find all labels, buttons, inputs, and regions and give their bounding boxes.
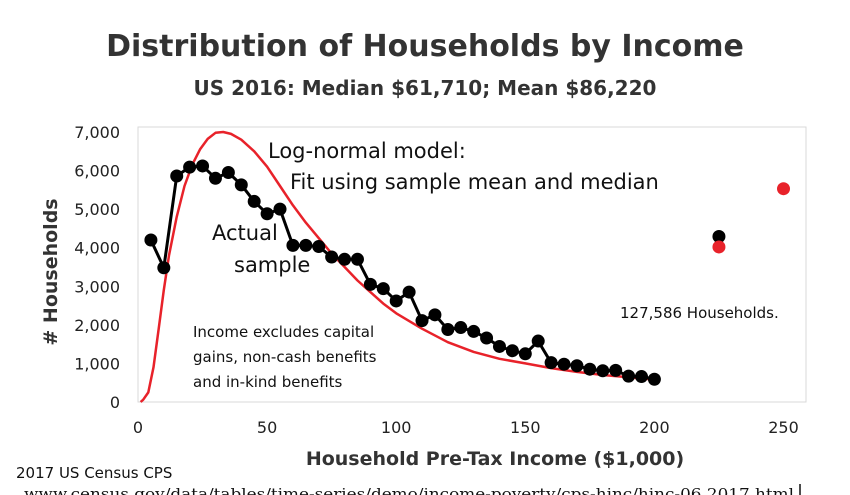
actual-sample-point <box>234 178 248 192</box>
actual-sample-point <box>505 344 519 358</box>
actual-sample-point <box>647 372 661 386</box>
lognormal-model-point <box>712 240 726 254</box>
actual-sample-point <box>338 252 352 266</box>
actual-sample-point <box>312 240 326 254</box>
note-line2: gains, non-cash benefits <box>193 348 377 366</box>
lognormal-model-line <box>139 130 655 403</box>
y-axis-ticks: 0 1,000 2,000 3,000 4,000 5,000 6,000 7,000 <box>74 123 120 412</box>
actual-sample-point <box>196 159 210 173</box>
actual-sample-point <box>299 238 313 252</box>
y-tick-label: 3,000 <box>74 277 120 296</box>
x-tick-label: 150 <box>510 418 541 437</box>
series-layer <box>139 130 790 403</box>
y-tick-label: 0 <box>110 393 120 412</box>
actual-sample-point <box>428 308 442 322</box>
chart-subtitle: US 2016: Median $61,710; Mean $86,220 <box>194 76 657 100</box>
x-tick-label: 0 <box>133 418 143 437</box>
actual-sample-point <box>596 364 610 378</box>
y-tick-label: 4,000 <box>74 239 120 258</box>
actual-sample-point <box>286 238 300 252</box>
source-text: 2017 US Census CPS <box>16 464 172 482</box>
x-tick-label: 50 <box>257 418 277 437</box>
x-axis-ticks: 0 50 100 150 200 250 <box>133 418 799 437</box>
actual-sample-point <box>389 294 403 308</box>
x-tick-label: 250 <box>768 418 799 437</box>
actual-sample-point <box>441 322 455 336</box>
plot-frame <box>137 126 807 403</box>
actual-sample-point <box>531 334 545 348</box>
actual-sample-point <box>363 277 377 291</box>
x-axis-label: Household Pre-Tax Income ($1,000) <box>306 448 684 470</box>
actual-sample-point <box>544 356 558 370</box>
actual-sample-point <box>260 207 274 221</box>
model-annotation-line2: Fit using sample mean and median <box>290 170 659 194</box>
actual-sample-point <box>634 370 648 384</box>
model-annotation-line1: Log-normal model: <box>268 139 466 163</box>
actual-sample-point <box>609 363 623 377</box>
x-tick-label: 200 <box>639 418 670 437</box>
y-tick-label: 7,000 <box>74 123 120 142</box>
y-tick-label: 5,000 <box>74 200 120 219</box>
actual-sample-point <box>467 324 481 338</box>
actual-sample-point <box>415 314 429 328</box>
note-line1: Income excludes capital <box>193 323 374 341</box>
note-line3: and in-kind benefits <box>193 373 343 391</box>
actual-sample-point <box>170 169 184 183</box>
actual-sample-point <box>144 233 158 247</box>
y-tick-label: 2,000 <box>74 316 120 335</box>
actual-sample-point <box>183 160 197 174</box>
actual-sample-point <box>325 250 339 264</box>
actual-annotation-line2: sample <box>234 253 310 277</box>
lognormal-model-point <box>777 182 790 196</box>
actual-sample-point <box>208 171 222 185</box>
actual-sample-point <box>712 230 726 244</box>
x-tick-label: 100 <box>381 418 412 437</box>
actual-sample-point <box>157 261 171 275</box>
actual-annotation-line1: Actual <box>212 221 278 245</box>
actual-sample-point <box>570 359 584 373</box>
actual-sample-point <box>518 347 532 361</box>
actual-sample-point <box>583 362 597 376</box>
actual-sample-point <box>454 321 468 335</box>
y-tick-label: 6,000 <box>74 162 120 181</box>
actual-sample-point <box>273 202 287 216</box>
actual-sample-point <box>350 252 364 266</box>
actual-sample-point <box>622 369 636 383</box>
y-axis-label: # Households <box>40 198 62 345</box>
actual-sample-point <box>557 357 571 371</box>
source-url: www.census.gov/data/tables/time-series/d… <box>24 485 794 495</box>
y-tick-label: 1,000 <box>74 354 120 373</box>
actual-sample-point <box>402 285 416 299</box>
chart-title: Distribution of Households by Income <box>106 29 744 64</box>
actual-sample-point <box>480 331 494 345</box>
actual-sample-point <box>492 339 506 353</box>
actual-sample-point <box>247 194 261 208</box>
actual-sample-point <box>376 282 390 296</box>
actual-sample-point <box>221 166 235 179</box>
households-count: 127,586 Households. <box>620 304 779 322</box>
